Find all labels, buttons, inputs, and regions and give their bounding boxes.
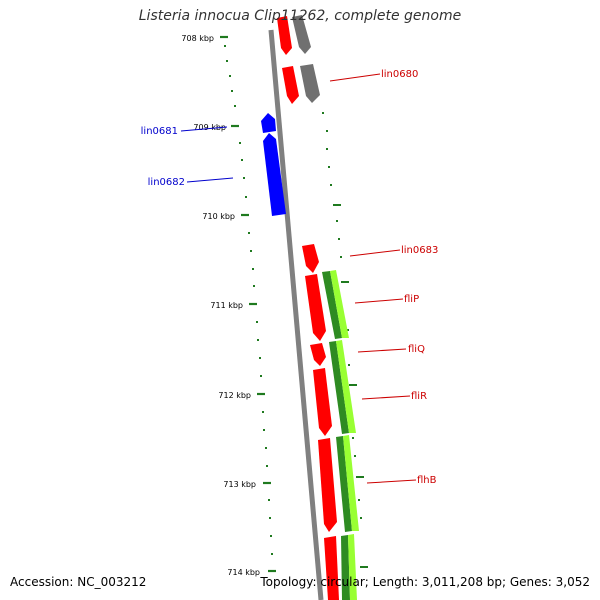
green-feature-4-dark bbox=[341, 535, 350, 600]
gene-features bbox=[261, 15, 359, 600]
tick-label-712: 712 kbp bbox=[218, 391, 251, 400]
gene-arrow-bottom-red bbox=[324, 536, 339, 600]
green-feature-3-light bbox=[343, 435, 359, 531]
green-feature-2-light bbox=[336, 340, 356, 433]
tick-label-711: 711 kbp bbox=[210, 301, 243, 310]
gene-arrow-lin0681-blue bbox=[261, 113, 276, 133]
gene-arrow-lin0683-red bbox=[302, 244, 319, 273]
tick-label-708: 708 kbp bbox=[181, 34, 214, 43]
gene-label-lin0683: lin0683 bbox=[401, 245, 438, 256]
tick-scale bbox=[224, 45, 273, 555]
gene-label-lin0680: lin0680 bbox=[381, 69, 418, 80]
green-feature-1-light bbox=[330, 270, 349, 338]
gene-arrow-gray-1 bbox=[292, 15, 311, 54]
green-feature-1-dark bbox=[322, 271, 342, 339]
green-feature-3-dark bbox=[336, 436, 352, 532]
gene-arrow-flhB-red bbox=[318, 438, 337, 532]
leader-lines bbox=[180, 73, 417, 484]
green-feature-4-light bbox=[348, 534, 357, 600]
gene-arrow-lin0682-blue bbox=[263, 133, 286, 216]
gene-label-fliP: fliP bbox=[404, 294, 419, 305]
gene-labels: lin0680 lin0681 lin0682 lin0683 fliP fli… bbox=[141, 69, 439, 486]
genome-backbone bbox=[268, 29, 324, 600]
tick-major-marks bbox=[220, 35, 276, 573]
gene-label-fliR: fliR bbox=[411, 391, 427, 402]
tick-label-713: 713 kbp bbox=[223, 480, 256, 489]
gene-arrow-fliR-red bbox=[313, 368, 332, 436]
gene-arrow-lin0680-gray bbox=[300, 64, 320, 103]
genome-summary: Topology: circular; Length: 3,011,208 bp… bbox=[260, 575, 590, 589]
tick-label-714: 714 kbp bbox=[227, 568, 260, 577]
gene-arrow-red-1 bbox=[277, 16, 292, 55]
accession-label: Accession: NC_003212 bbox=[10, 575, 147, 589]
green-feature-2-dark bbox=[329, 341, 349, 434]
map-title: Listeria innocua Clip11262, complete gen… bbox=[138, 8, 462, 24]
gene-label-fliQ: fliQ bbox=[408, 344, 425, 355]
gene-arrow-lin0680-red bbox=[282, 66, 299, 104]
tick-label-710: 710 kbp bbox=[202, 212, 235, 221]
gene-label-flhB: flhB bbox=[417, 475, 437, 486]
gene-label-lin0682: lin0682 bbox=[148, 177, 185, 188]
tick-labels: 708 kbp 709 kbp 710 kbp 711 kbp 712 kbp … bbox=[181, 34, 260, 577]
gene-arrow-fliQ-red bbox=[310, 343, 326, 366]
gene-label-lin0681: lin0681 bbox=[141, 126, 178, 137]
tick-label-709: 709 kbp bbox=[193, 123, 226, 132]
gene-arrow-fliP-red bbox=[305, 274, 326, 341]
